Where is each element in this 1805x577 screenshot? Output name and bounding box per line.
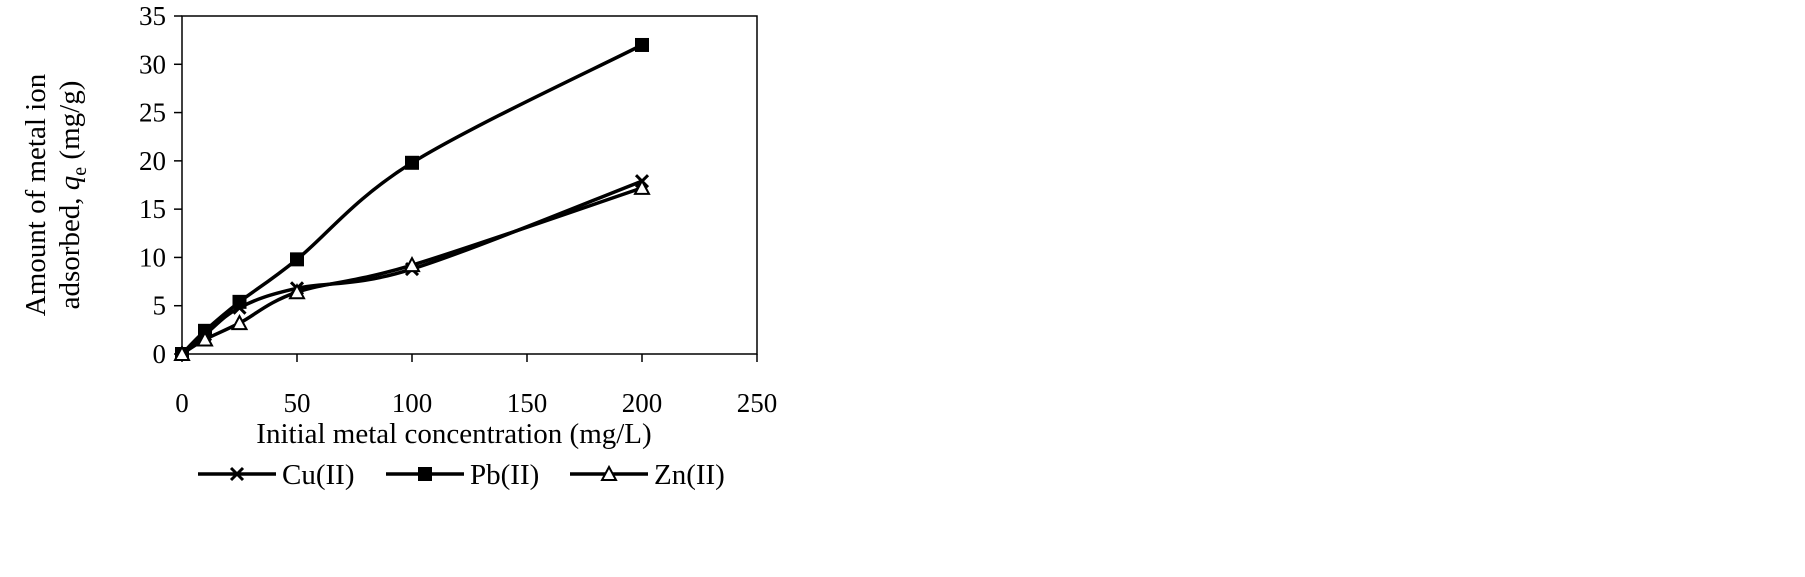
y-axis-title-line2: adsorbed, qe (mg/g) bbox=[54, 81, 91, 310]
plot-area bbox=[181, 15, 758, 355]
x-axis-title: Initial metal concentration (mg/L) bbox=[256, 418, 651, 450]
y-tick-label: 20 bbox=[139, 146, 166, 176]
marker-square bbox=[635, 37, 649, 52]
series-layer bbox=[173, 37, 651, 362]
marker-triangle bbox=[600, 464, 618, 481]
y-axis-title-line1: Amount of metal ion bbox=[20, 73, 52, 316]
marker-square bbox=[405, 155, 419, 170]
marker-triangle bbox=[633, 178, 651, 195]
marker-triangle bbox=[196, 330, 214, 347]
x-tick-label: 50 bbox=[284, 388, 311, 418]
legend-item: Cu(II) bbox=[198, 459, 354, 491]
y-tick-label: 25 bbox=[139, 98, 166, 128]
series-markers-znii bbox=[173, 178, 651, 361]
axes: 0 5 10 15 20 25 30 35 0 50 100 150 200 250 bbox=[139, 1, 777, 418]
marker-x-stroke bbox=[229, 466, 245, 482]
x-tick-label: 250 bbox=[737, 388, 778, 418]
marker-x bbox=[229, 466, 245, 482]
legend-label: Zn(II) bbox=[654, 459, 725, 491]
y-axis-title-subscript: e bbox=[69, 167, 91, 176]
legend: Cu(II) Pb(II) Zn(II) bbox=[198, 459, 725, 491]
legend-label: Cu(II) bbox=[282, 459, 354, 491]
x-tick-label: 200 bbox=[622, 388, 663, 418]
y-axis-title-unit: (mg/g) bbox=[54, 81, 86, 167]
legend-item: Zn(II) bbox=[570, 459, 725, 491]
plot-frame bbox=[181, 15, 758, 355]
marker-triangle bbox=[288, 283, 306, 300]
x-tick-label: 0 bbox=[175, 388, 189, 418]
x-tick-label: 150 bbox=[507, 388, 548, 418]
y-tick-label: 35 bbox=[139, 1, 166, 31]
y-tick-label: 10 bbox=[139, 242, 166, 272]
y-tick-label: 5 bbox=[153, 291, 167, 321]
legend-item: Pb(II) bbox=[386, 459, 539, 491]
series-line-pbii bbox=[180, 43, 643, 356]
x-tick-label: 100 bbox=[392, 388, 433, 418]
legend-label: Pb(II) bbox=[470, 459, 539, 491]
marker-triangle bbox=[403, 256, 421, 273]
y-axis-title-prefix: adsorbed, bbox=[54, 190, 86, 309]
marker-triangle bbox=[173, 344, 191, 361]
y-axis-title: Amount of metal ion adsorbed, qe (mg/g) bbox=[20, 73, 91, 316]
y-axis-title-symbol: q bbox=[54, 176, 86, 191]
y-tick-label: 15 bbox=[139, 194, 166, 224]
y-tick-label: 0 bbox=[153, 339, 167, 369]
marker-square bbox=[290, 252, 304, 267]
y-tick-label: 30 bbox=[139, 49, 166, 79]
marker-triangle bbox=[230, 313, 249, 331]
marker-square bbox=[418, 467, 432, 481]
marker-square bbox=[232, 294, 247, 309]
